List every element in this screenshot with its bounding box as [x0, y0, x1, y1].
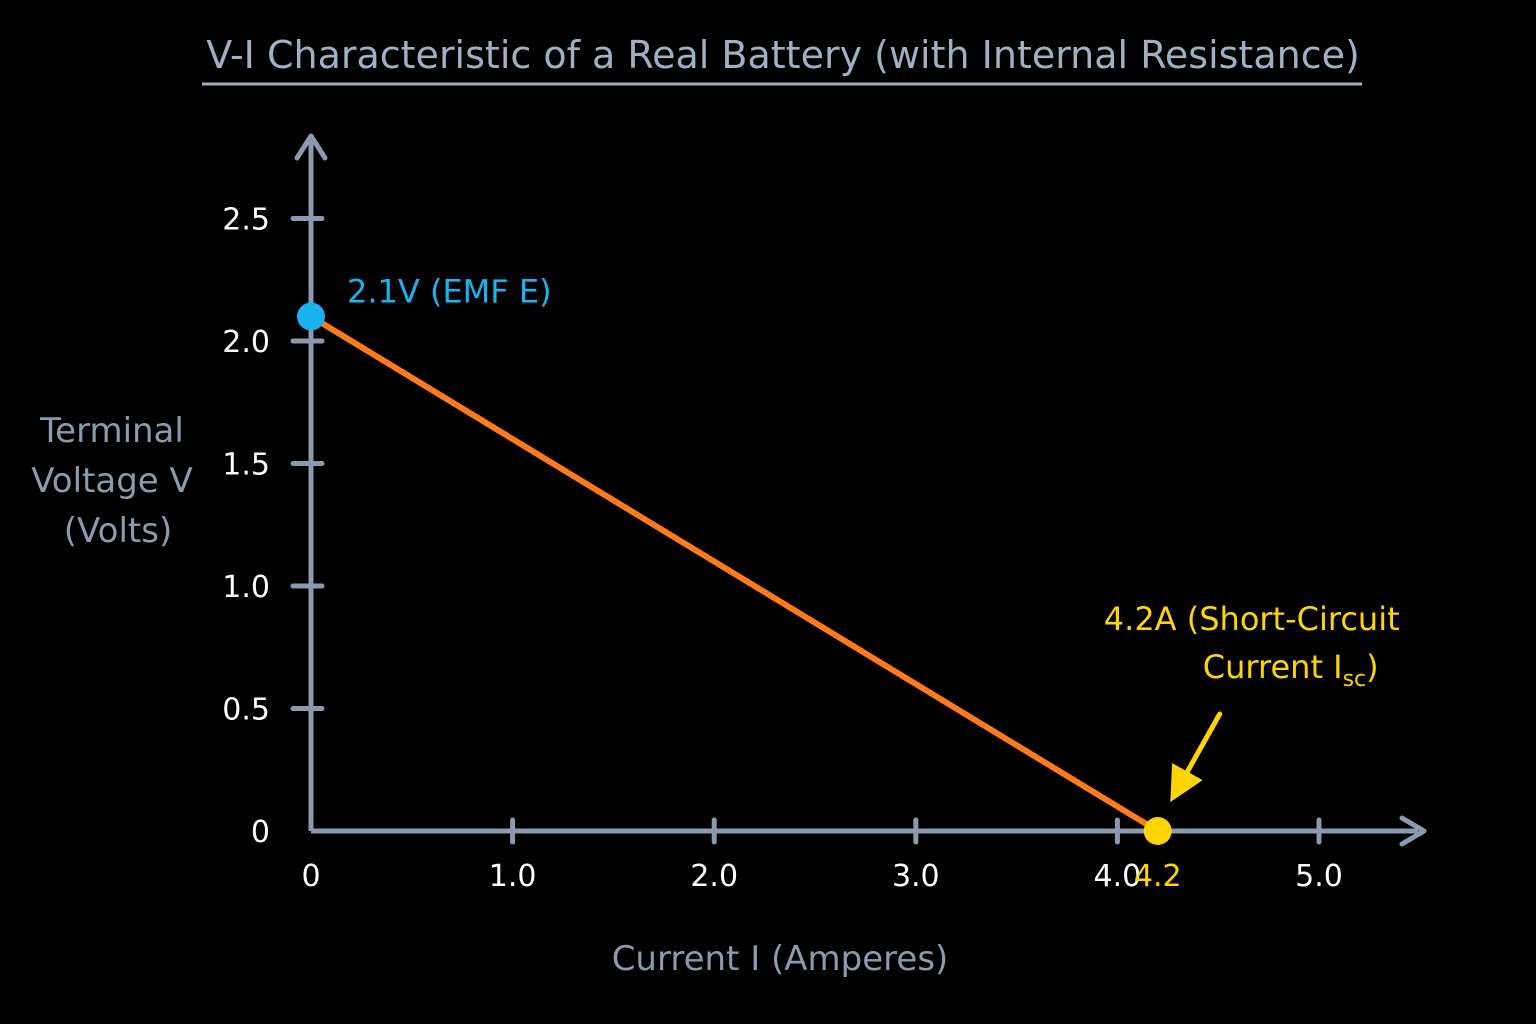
x-tick-label: 3.0 — [892, 859, 940, 894]
x-tick-label-special: 4.2 — [1134, 859, 1182, 894]
y-tick-label: 2.0 — [222, 325, 270, 360]
y-tick-label: 2.5 — [222, 203, 270, 238]
y-axis-arrow — [294, 133, 328, 161]
vi-characteristic-line — [308, 313, 1161, 834]
x-tick-label: 1.0 — [489, 859, 537, 894]
isc-line2-end: ) — [1366, 648, 1378, 686]
y-tick-label: 1.5 — [222, 448, 270, 483]
isc-subscript: sc — [1343, 667, 1367, 692]
x-tick-label: 4.0 — [1094, 859, 1142, 894]
x-ticks: 0 1.0 2.0 3.0 4.0 5.0 4.2 — [301, 817, 1343, 894]
y-ticks: 0 0.5 1.0 1.5 2.0 2.5 — [222, 203, 325, 850]
y-axis-label-line-1: Terminal — [39, 411, 184, 451]
isc-annotation-line-1: 4.2A (Short-Circuit — [1104, 600, 1400, 638]
short-circuit-point — [1143, 817, 1172, 845]
y-axis-label-line-3: (Volts) — [64, 511, 172, 551]
isc-line2-main: Current I — [1203, 648, 1343, 686]
y-tick-label: 1.0 — [222, 570, 270, 605]
axes — [294, 133, 1427, 847]
y-tick-label: 0.5 — [222, 693, 270, 728]
emf-annotation: 2.1V (EMF E) — [347, 273, 552, 311]
x-axis-label: Current I (Amperes) — [612, 939, 949, 979]
x-tick-label: 5.0 — [1295, 859, 1343, 894]
emf-point — [297, 302, 325, 331]
isc-arrow — [1170, 711, 1223, 803]
x-tick-label: 0 — [301, 859, 320, 894]
chart-title: V-I Characteristic of a Real Battery (wi… — [206, 33, 1360, 77]
isc-annotation-line-2: Current Isc) — [1203, 648, 1379, 692]
y-axis-label: Terminal Voltage V (Volts) — [31, 411, 193, 551]
y-tick-label: 0 — [251, 815, 270, 850]
x-tick-label: 2.0 — [690, 859, 738, 894]
x-axis-arrow — [1399, 815, 1427, 847]
isc-annotation: 4.2A (Short-Circuit Current Isc) — [1104, 600, 1400, 803]
y-axis-label-line-2: Voltage V — [31, 461, 193, 501]
